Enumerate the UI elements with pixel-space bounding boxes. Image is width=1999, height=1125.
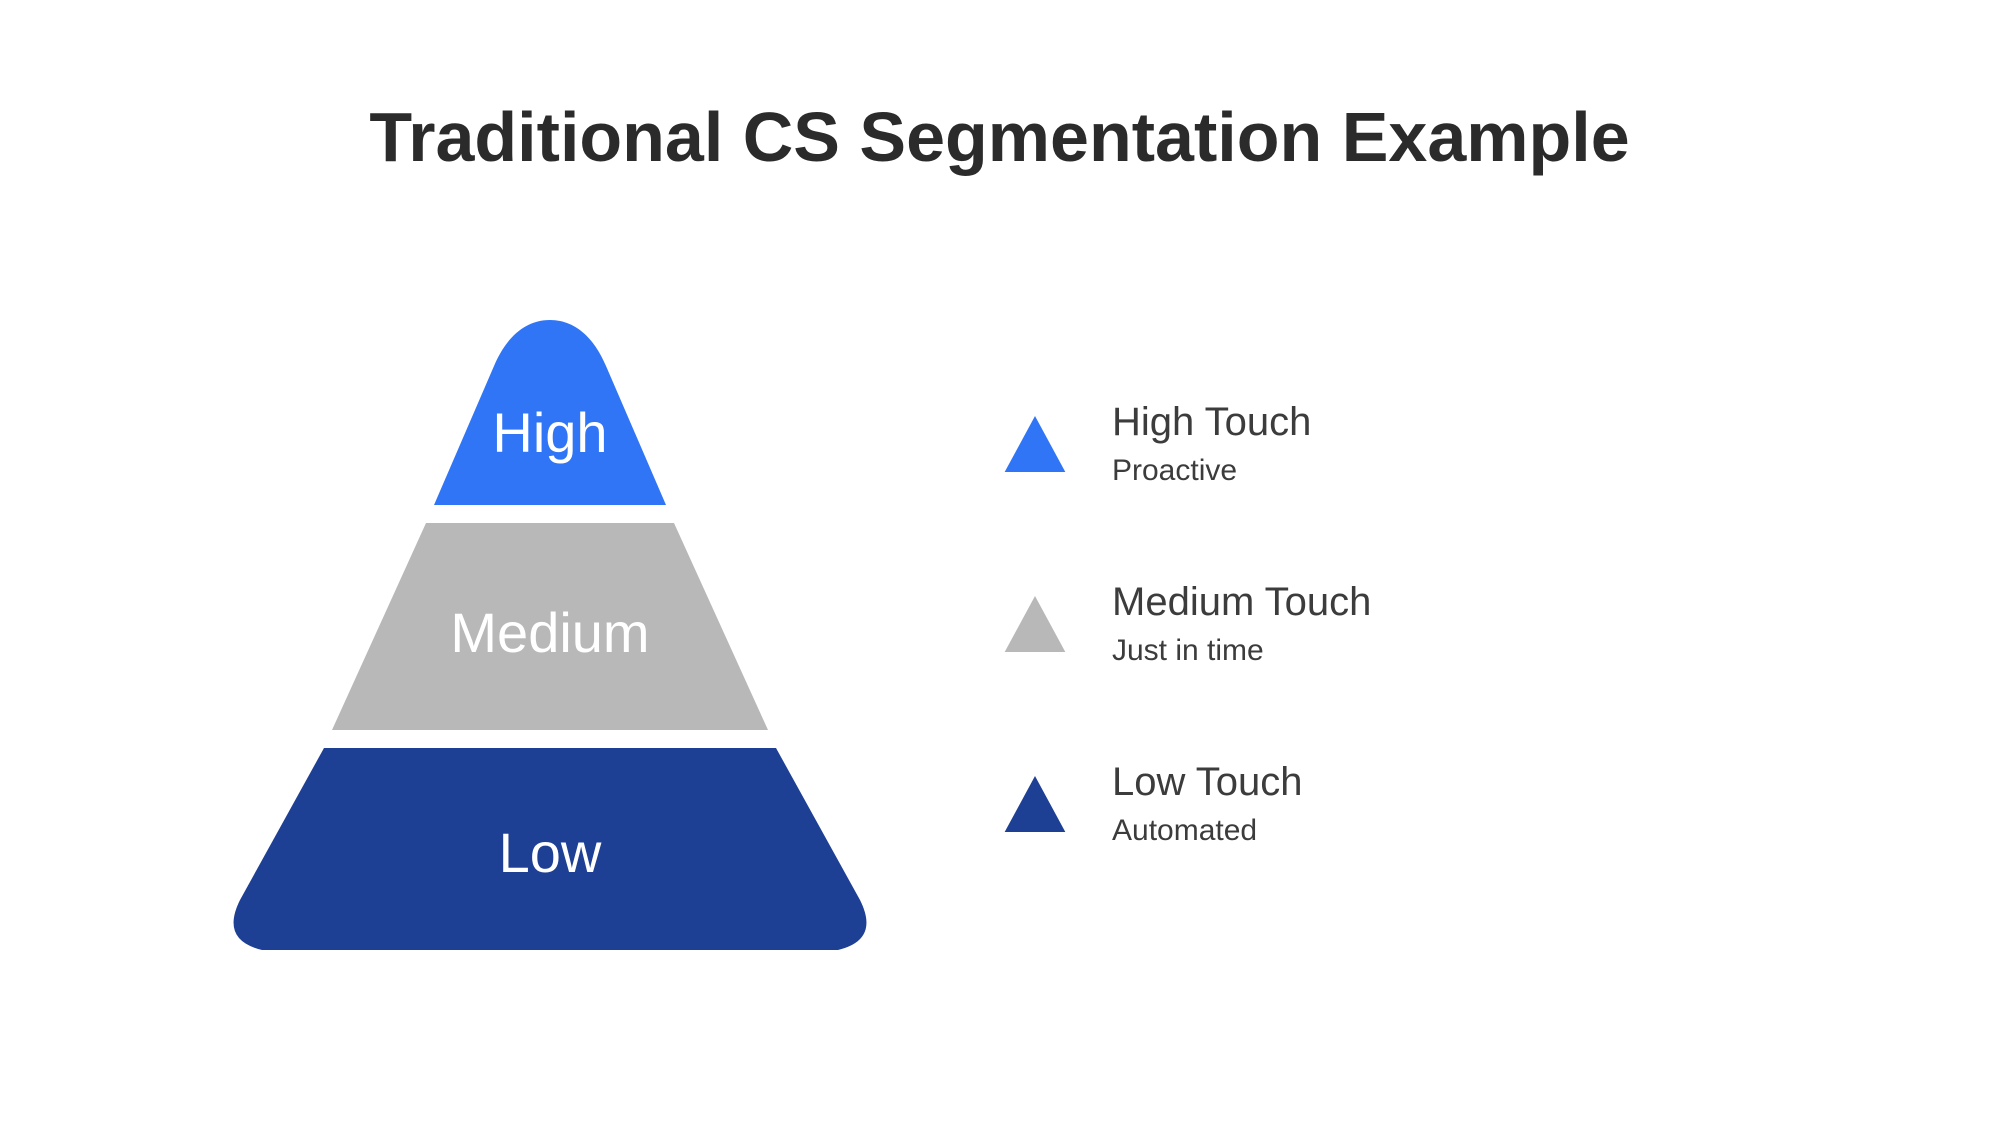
legend-item-title: Medium Touch <box>1112 580 1371 624</box>
pyramid-tier-top-label: High <box>220 400 880 465</box>
legend-text: High Touch Proactive <box>1112 400 1311 488</box>
legend-text: Low Touch Automated <box>1112 760 1303 848</box>
pyramid-tier-middle-label: Medium <box>220 600 880 665</box>
legend-item-medium: Medium Touch Just in time <box>1000 580 1700 668</box>
triangle-icon <box>1000 769 1070 839</box>
triangle-icon <box>1000 409 1070 479</box>
legend-item-subtitle: Proactive <box>1112 454 1311 488</box>
legend-item-title: Low Touch <box>1112 760 1303 804</box>
legend-item-subtitle: Automated <box>1112 814 1303 848</box>
legend: High Touch Proactive Medium Touch Just i… <box>1000 400 1700 940</box>
legend-text: Medium Touch Just in time <box>1112 580 1371 668</box>
triangle-icon <box>1000 589 1070 659</box>
legend-item-high: High Touch Proactive <box>1000 400 1700 488</box>
legend-item-subtitle: Just in time <box>1112 634 1371 668</box>
legend-item-title: High Touch <box>1112 400 1311 444</box>
pyramid-tier-bottom-label: Low <box>220 820 880 885</box>
pyramid-diagram: High Medium Low <box>220 320 880 960</box>
slide-title: Traditional CS Segmentation Example <box>0 95 1999 179</box>
legend-item-low: Low Touch Automated <box>1000 760 1700 848</box>
